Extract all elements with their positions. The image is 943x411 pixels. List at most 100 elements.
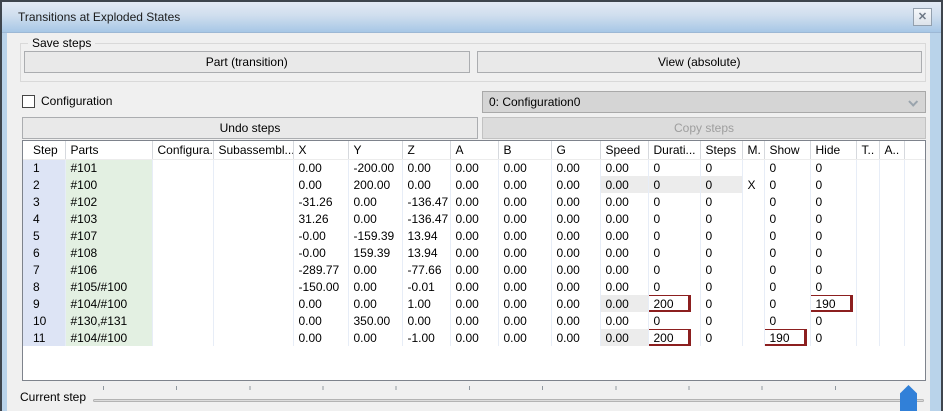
cell-step[interactable]: 1 xyxy=(23,159,66,176)
cell-b[interactable]: 0.00 xyxy=(498,227,552,244)
cell-parts[interactable]: #107 xyxy=(65,227,153,244)
cell-a[interactable]: 0.00 xyxy=(450,193,499,210)
cell-step[interactable]: 7 xyxy=(23,261,66,278)
cell-a[interactable]: 0.00 xyxy=(450,159,499,176)
column-header-step[interactable]: Step xyxy=(23,141,66,160)
cell-durati[interactable]: 0 xyxy=(648,159,701,176)
cell-hide[interactable]: 190 xyxy=(810,295,857,312)
cell-hide[interactable]: 0 xyxy=(810,278,857,295)
cell-z[interactable]: -136.47 xyxy=(402,210,451,227)
cell-hide[interactable]: 0 xyxy=(810,176,857,193)
column-header-parts[interactable]: Parts xyxy=(65,141,153,160)
cell-durati[interactable]: 0 xyxy=(648,227,701,244)
cell-speed[interactable]: 0.00 xyxy=(600,278,649,295)
cell-speed[interactable]: 0.00 xyxy=(600,193,649,210)
cell-y[interactable]: 0.00 xyxy=(348,193,403,210)
cell-b[interactable]: 0.00 xyxy=(498,295,552,312)
cell-b[interactable]: 0.00 xyxy=(498,210,552,227)
column-header-g[interactable]: G xyxy=(551,141,601,160)
cell-m[interactable] xyxy=(742,278,765,295)
cell-parts[interactable]: #102 xyxy=(65,193,153,210)
cell-b[interactable]: 0.00 xyxy=(498,159,552,176)
cell-steps[interactable]: 0 xyxy=(700,227,743,244)
cell-hide[interactable]: 0 xyxy=(810,193,857,210)
cell-configura[interactable] xyxy=(152,210,214,227)
cell-z[interactable]: -77.66 xyxy=(402,261,451,278)
cell-speed[interactable]: 0.00 xyxy=(600,227,649,244)
cell-a[interactable] xyxy=(879,278,905,295)
cell-show[interactable]: 0 xyxy=(764,193,811,210)
cell-step[interactable]: 3 xyxy=(23,193,66,210)
cell-b[interactable]: 0.00 xyxy=(498,312,552,329)
cell-step[interactable]: 9 xyxy=(23,295,66,312)
cell-z[interactable]: 13.94 xyxy=(402,244,451,261)
cell-durati[interactable]: 200 xyxy=(648,295,701,312)
cell-m[interactable] xyxy=(742,329,765,346)
column-header-a[interactable]: A.. xyxy=(879,141,905,160)
cell-durati[interactable]: 0 xyxy=(648,210,701,227)
cell-speed[interactable]: 0.00 xyxy=(600,176,649,193)
cell-y[interactable]: 0.00 xyxy=(348,210,403,227)
column-header-m[interactable]: M. xyxy=(742,141,765,160)
column-header-subassembl[interactable]: Subassembl... xyxy=(213,141,294,160)
cell-x[interactable]: 0.00 xyxy=(293,329,349,346)
cell-speed[interactable]: 0.00 xyxy=(600,295,649,312)
cell-show[interactable]: 0 xyxy=(764,227,811,244)
cell-step[interactable]: 4 xyxy=(23,210,66,227)
cell-m[interactable] xyxy=(742,159,765,176)
cell-speed[interactable]: 0.00 xyxy=(600,329,649,346)
cell-configura[interactable] xyxy=(152,312,214,329)
cell-subassembl[interactable] xyxy=(213,312,294,329)
cell-t[interactable] xyxy=(856,295,880,312)
cell-g[interactable]: 0.00 xyxy=(551,227,601,244)
cell-parts[interactable]: #104/#100 xyxy=(65,295,153,312)
cell-m[interactable]: X xyxy=(742,176,765,193)
cell-b[interactable]: 0.00 xyxy=(498,261,552,278)
cell-z[interactable]: 13.94 xyxy=(402,227,451,244)
configuration-checkbox[interactable]: Configuration xyxy=(22,94,112,108)
cell-a[interactable]: 0.00 xyxy=(450,176,499,193)
cell-speed[interactable]: 0.00 xyxy=(600,244,649,261)
cell-a[interactable]: 0.00 xyxy=(450,278,499,295)
cell-z[interactable]: -136.47 xyxy=(402,193,451,210)
cell-configura[interactable] xyxy=(152,193,214,210)
cell-configura[interactable] xyxy=(152,278,214,295)
cell-configura[interactable] xyxy=(152,176,214,193)
cell-subassembl[interactable] xyxy=(213,329,294,346)
cell-y[interactable]: 159.39 xyxy=(348,244,403,261)
cell-subassembl[interactable] xyxy=(213,227,294,244)
cell-steps[interactable]: 0 xyxy=(700,159,743,176)
cell-g[interactable]: 0.00 xyxy=(551,176,601,193)
cell-show[interactable]: 0 xyxy=(764,210,811,227)
cell-t[interactable] xyxy=(856,159,880,176)
cell-steps[interactable]: 0 xyxy=(700,312,743,329)
column-header-hide[interactable]: Hide xyxy=(810,141,857,160)
cell-g[interactable]: 0.00 xyxy=(551,295,601,312)
cell-a[interactable]: 0.00 xyxy=(450,295,499,312)
cell-steps[interactable]: 0 xyxy=(700,261,743,278)
cell-step[interactable]: 6 xyxy=(23,244,66,261)
cell-x[interactable]: -150.00 xyxy=(293,278,349,295)
cell-parts[interactable]: #130,#131 xyxy=(65,312,153,329)
cell-g[interactable]: 0.00 xyxy=(551,193,601,210)
cell-x[interactable]: 0.00 xyxy=(293,295,349,312)
cell-durati[interactable]: 0 xyxy=(648,244,701,261)
cell-b[interactable]: 0.00 xyxy=(498,176,552,193)
cell-m[interactable] xyxy=(742,261,765,278)
cell-steps[interactable]: 0 xyxy=(700,193,743,210)
cell-show[interactable]: 0 xyxy=(764,176,811,193)
cell-z[interactable]: 0.00 xyxy=(402,176,451,193)
cell-parts[interactable]: #108 xyxy=(65,244,153,261)
cell-m[interactable] xyxy=(742,295,765,312)
cell-hide[interactable]: 0 xyxy=(810,312,857,329)
column-header-speed[interactable]: Speed xyxy=(600,141,649,160)
cell-b[interactable]: 0.00 xyxy=(498,278,552,295)
cell-x[interactable]: -31.26 xyxy=(293,193,349,210)
cell-a[interactable] xyxy=(879,193,905,210)
cell-g[interactable]: 0.00 xyxy=(551,159,601,176)
cell-g[interactable]: 0.00 xyxy=(551,210,601,227)
cell-z[interactable]: -1.00 xyxy=(402,329,451,346)
cell-show[interactable]: 190 xyxy=(764,329,811,346)
cell-x[interactable]: 0.00 xyxy=(293,312,349,329)
column-header-a[interactable]: A xyxy=(450,141,499,160)
